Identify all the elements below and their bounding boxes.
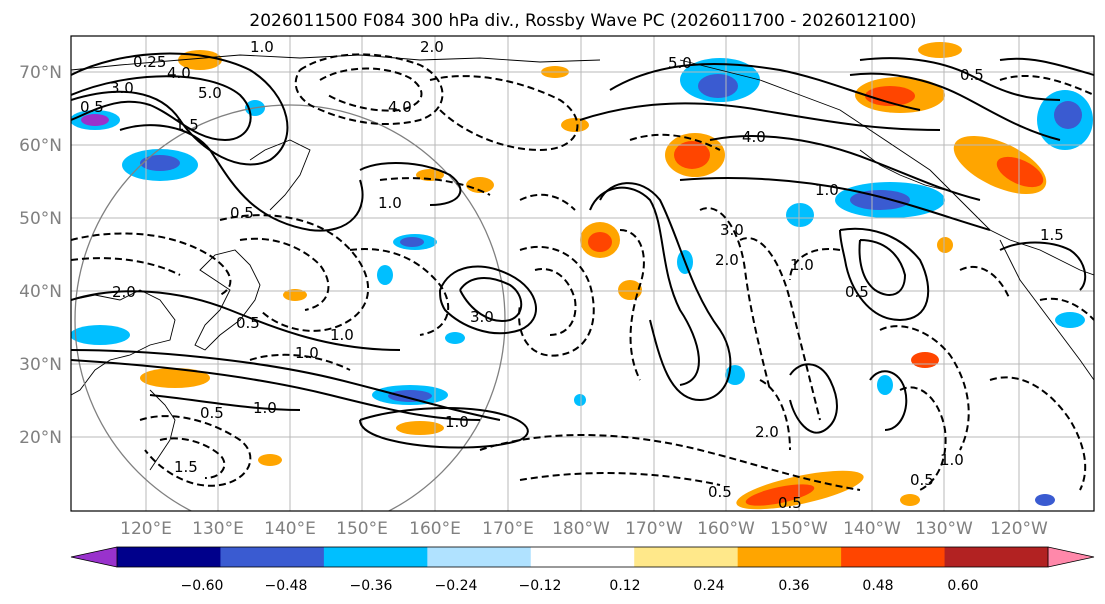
contour-label: 0.5: [845, 283, 869, 301]
colorbar-segments: [117, 547, 1049, 567]
contour-label: 1.0: [790, 256, 814, 274]
lon-label-170w: 170°W: [625, 519, 683, 539]
dashed-contours: [71, 53, 1094, 491]
lon-label-120w: 120°W: [990, 519, 1048, 539]
lon-label-130e: 130°E: [192, 519, 244, 539]
contour-label: 1.0: [445, 413, 469, 431]
lat-label-70n: 70°N: [19, 63, 62, 83]
contour-label: 0.5: [960, 66, 984, 84]
contour-label: 1.0: [815, 181, 839, 199]
contour-label: 4.0: [167, 64, 191, 82]
lat-label-20n: 20°N: [19, 428, 62, 448]
colorbar-tick: 0.60: [947, 578, 978, 594]
colorbar-tick: −0.12: [519, 578, 562, 594]
contour-label: 1.5: [1040, 226, 1064, 244]
longitude-axis: 120°E 130°E 140°E 150°E 160°E 170°E 180°…: [120, 519, 1048, 539]
colorbar-tick: 0.48: [862, 578, 893, 594]
colorbar-tick: 0.24: [693, 578, 724, 594]
lon-label-120e: 120°E: [120, 519, 172, 539]
lat-label-40n: 40°N: [19, 282, 62, 302]
contour-label: 0.25: [133, 53, 166, 71]
gridlines: [71, 36, 1094, 511]
contour-label: 0.5: [708, 483, 732, 501]
coastlines: [71, 54, 1094, 471]
colorbar-segment: [117, 547, 221, 567]
colorbar-segment: [944, 547, 1049, 567]
contour-label: 2.0: [755, 423, 779, 441]
contour-label: 0.5: [910, 471, 934, 489]
colorbar-tick: 0.12: [609, 578, 640, 594]
map-plot-area: 0.25 4.0 5.0 3.0 1.5 1.0 0.5 2.0 4.0 1.0…: [71, 36, 1094, 512]
divergence-shading: [71, 42, 1093, 510]
contour-label: 1.5: [174, 458, 198, 476]
lon-label-180w: 180°W: [552, 519, 610, 539]
contour-label: 0.5: [778, 494, 802, 512]
lon-label-140w: 140°W: [843, 519, 901, 539]
contour-label: 1.0: [250, 38, 274, 56]
contour-label: 1.0: [295, 344, 319, 362]
colorbar-tick: −0.24: [435, 578, 478, 594]
contour-label: 1.0: [253, 399, 277, 417]
colorbar: −0.60 −0.48 −0.36 −0.24 −0.12 0.12 0.24 …: [70, 546, 1095, 594]
contour-label: 3.0: [110, 79, 134, 97]
colorbar-frame-left: [70, 546, 118, 568]
map-frame: [70, 35, 1095, 512]
latitude-axis: 70°N 60°N 50°N 40°N 30°N 20°N: [19, 63, 62, 448]
contour-label: 5.0: [668, 54, 692, 72]
contour-label: 5.0: [198, 84, 222, 102]
lat-label-60n: 60°N: [19, 136, 62, 156]
contour-label: 1.0: [378, 194, 402, 212]
colorbar-tick: −0.48: [265, 578, 308, 594]
contour-label: 0.5: [236, 314, 260, 332]
contour-label: 0.5: [80, 98, 104, 116]
colorbar-frame-right: [1047, 546, 1095, 568]
colorbar-segment: [427, 547, 532, 567]
colorbar-tick: 0.36: [778, 578, 809, 594]
lat-label-50n: 50°N: [19, 209, 62, 229]
map-title: 2026011500 F084 300 hPa div., Rossby Wav…: [249, 11, 916, 31]
lon-label-130w: 130°W: [915, 519, 973, 539]
colorbar-segment: [323, 547, 428, 567]
colorbar-segment: [634, 547, 739, 567]
contour-labels: 0.25 4.0 5.0 3.0 1.5 1.0 0.5 2.0 4.0 1.0…: [80, 38, 1064, 512]
contour-label: 0.5: [200, 404, 224, 422]
contour-label: 0.5: [230, 204, 254, 222]
contour-label: 1.5: [175, 116, 199, 134]
contour-label: 4.0: [388, 98, 412, 116]
contour-label: 4.0: [742, 128, 766, 146]
solid-contours: [71, 52, 1094, 449]
lon-label-150e: 150°E: [336, 519, 388, 539]
colorbar-tick: −0.36: [350, 578, 393, 594]
contour-label: 1.0: [940, 451, 964, 469]
contour-label: 3.0: [470, 308, 494, 326]
contour-label: 2.0: [715, 251, 739, 269]
contour-label: 1.0: [330, 326, 354, 344]
contour-label: 2.0: [112, 283, 136, 301]
lon-label-160e: 160°E: [409, 519, 461, 539]
lat-label-30n: 30°N: [19, 355, 62, 375]
colorbar-extend-min: [71, 547, 117, 567]
lon-label-160w: 160°W: [697, 519, 755, 539]
colorbar-extend-max: [1048, 547, 1094, 567]
lon-label-140e: 140°E: [264, 519, 316, 539]
colorbar-ticks: −0.60 −0.48 −0.36 −0.24 −0.12 0.12 0.24 …: [181, 578, 979, 594]
contour-label: 2.0: [420, 38, 444, 56]
contour-label: 3.0: [720, 221, 744, 239]
colorbar-tick: −0.60: [181, 578, 224, 594]
colorbar-frame: [116, 546, 1049, 568]
lon-label-170e: 170°E: [482, 519, 534, 539]
colorbar-segment: [737, 547, 842, 567]
colorbar-segment: [530, 547, 635, 567]
lon-label-150w: 150°W: [770, 519, 828, 539]
colorbar-segment: [220, 547, 325, 567]
colorbar-segment: [841, 547, 946, 567]
